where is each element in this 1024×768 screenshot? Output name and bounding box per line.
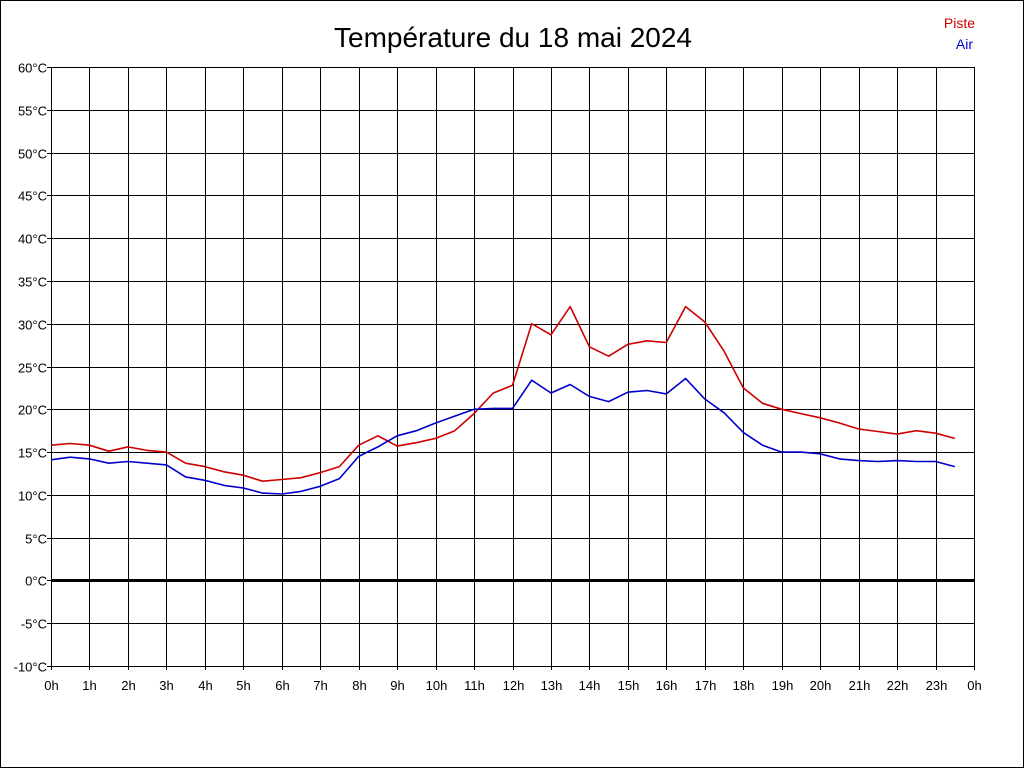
series-layer (50, 305, 956, 495)
x-tick-label: 22h (887, 678, 909, 693)
axes: 0h 1h 2h 3h 4h 5h 6h 7h 8h 9h 10h 11h 12h 13h 14h 15h 16… (14, 61, 982, 694)
x-tick-label: 21h (849, 678, 871, 693)
x-tick-label: 12h (503, 678, 525, 693)
legend-air-label: Air (956, 36, 973, 52)
x-tick-label: 14h (579, 678, 601, 693)
y-tick-label: -5°C (21, 617, 47, 632)
x-tick-label: 5h (236, 678, 250, 693)
grid (51, 67, 975, 667)
series-line-air (50, 377, 956, 495)
x-tick-label: 6h (275, 678, 289, 693)
x-tick-label: 23h (926, 678, 948, 693)
x-tick-label: 0h (967, 678, 981, 693)
chart-title: Température du 18 mai 2024 (334, 22, 692, 53)
x-tick-label: 3h (159, 678, 173, 693)
x-tick-label: 8h (352, 678, 366, 693)
y-tick-label: 60°C (18, 61, 47, 76)
y-tick-label: 10°C (18, 489, 47, 504)
x-tick-label: 7h (313, 678, 327, 693)
x-tick-label: 13h (541, 678, 563, 693)
x-tick-label: 16h (656, 678, 678, 693)
y-tick-label: 30°C (18, 318, 47, 333)
x-tick-label: 1h (82, 678, 96, 693)
x-tick-label: 9h (390, 678, 404, 693)
y-tick-label: 15°C (18, 446, 47, 461)
x-tick-label: 19h (772, 678, 794, 693)
x-tick-label: 20h (810, 678, 832, 693)
y-tick-label: 20°C (18, 403, 47, 418)
y-tick-label: 45°C (18, 189, 47, 204)
x-tick-label: 11h (464, 678, 485, 693)
x-tick-label: 15h (618, 678, 640, 693)
x-tick-label: 17h (695, 678, 717, 693)
y-tick-label: 0°C (25, 574, 47, 589)
series-line-piste (50, 305, 956, 483)
y-tick-label: 50°C (18, 147, 47, 162)
legend: Piste Air (944, 15, 975, 52)
y-tick-label: 25°C (18, 361, 47, 376)
y-tick-label: 35°C (18, 275, 47, 290)
y-tick-label: 5°C (25, 532, 47, 547)
x-tick-label: 2h (121, 678, 135, 693)
x-tick-label: 0h (44, 678, 58, 693)
x-tick-label: 10h (426, 678, 448, 693)
y-tick-label: 40°C (18, 232, 47, 247)
legend-piste-label: Piste (944, 15, 975, 31)
x-tick-label: 18h (733, 678, 755, 693)
y-tick-label: -10°C (14, 660, 47, 675)
y-tick-label: 55°C (18, 104, 47, 119)
x-tick-label: 4h (198, 678, 212, 693)
